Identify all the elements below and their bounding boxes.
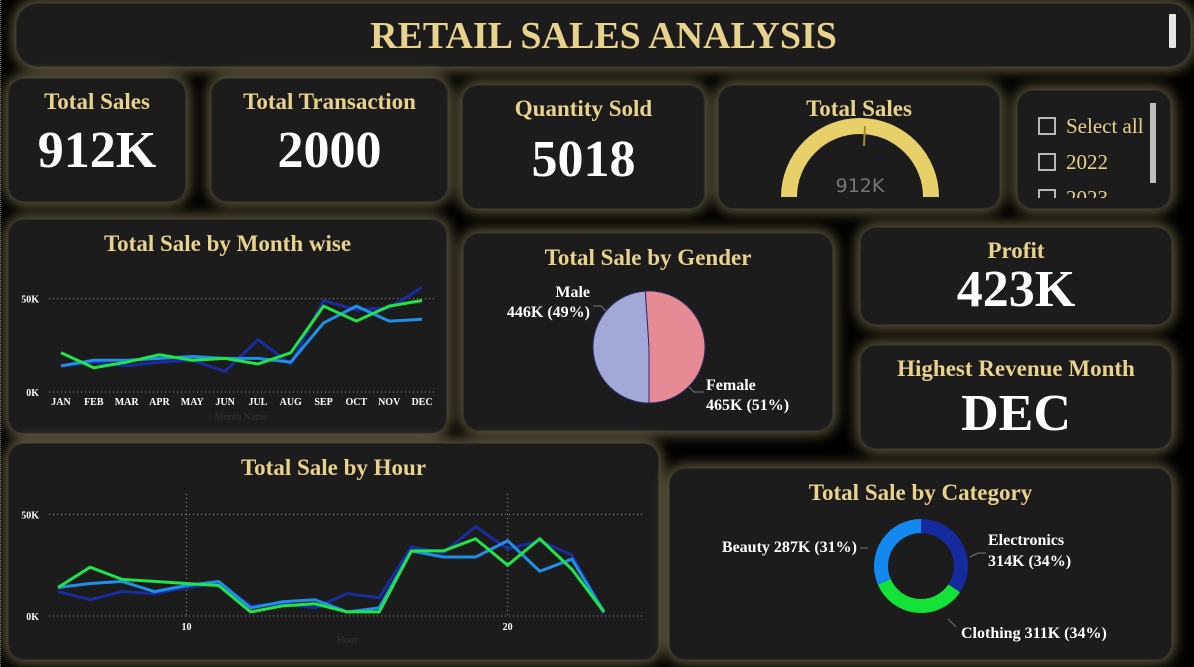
- beauty-name: Beauty: [722, 539, 770, 556]
- beauty-label: Beauty 287K (31%): [722, 539, 857, 556]
- x-tick-label: FEB: [84, 397, 104, 408]
- kpi-label: Highest Revenue Month: [897, 356, 1135, 381]
- left-edge-border: [0, 0, 2, 667]
- checkbox[interactable]: [1038, 117, 1056, 135]
- gauge-needle: [863, 125, 866, 147]
- donut-slice-beauty: [874, 519, 922, 585]
- x-tick-label: NOV: [378, 397, 401, 408]
- year-slicer[interactable]: Select all 2022 2023: [1017, 90, 1171, 209]
- slicer-option-label: Select all: [1066, 113, 1144, 138]
- total-sales-card: Total Sales 912K: [8, 78, 186, 202]
- total-transaction-card: Total Transaction 2000: [211, 78, 448, 202]
- x-tick-label: APR: [149, 397, 170, 408]
- series-line: [57, 537, 606, 614]
- slicer-option-2023[interactable]: 2023: [1038, 180, 1156, 198]
- series-line: [60, 299, 423, 370]
- x-tick-label: 20: [503, 622, 513, 633]
- month-sales-chart-card: Total Sale by Month wise Month Name 0K 50…: [8, 219, 447, 434]
- y-tick-label: 0K: [26, 612, 39, 623]
- kpi-label: Quantity Sold: [514, 96, 653, 121]
- pie-slice-male: [592, 290, 650, 404]
- y-tick-label: 50K: [21, 510, 39, 521]
- chart-title: Total Sale by Category: [808, 480, 1033, 505]
- slicer-option-2022[interactable]: 2022: [1038, 144, 1156, 180]
- slicer-list: Select all 2022 2023: [1038, 108, 1156, 198]
- electronics-value-label: 314K (34%): [988, 553, 1071, 570]
- donut-slice-electronics: [920, 519, 968, 593]
- y-tick-label: 0K: [26, 388, 39, 399]
- kpi-value: 2000: [277, 122, 382, 179]
- slicer-option-label: 2023: [1066, 185, 1108, 199]
- gender-sales-chart-card: Total Sale by Gender Male 446K (49%) Fem…: [463, 233, 833, 431]
- clothing-value: 311K (34%): [1025, 625, 1107, 642]
- x-tick-label: JUN: [215, 397, 235, 408]
- x-tick-label: 10: [181, 622, 191, 633]
- month-line-chart: Month Name 0K 50K JAN FEB MAR APR MAY JUN JUL AUG…: [21, 286, 437, 423]
- clothing-name: Clothing: [961, 625, 1021, 642]
- gauge-value: 912K: [836, 175, 885, 197]
- x-tick-label: DEC: [411, 397, 432, 408]
- checkbox[interactable]: [1038, 189, 1056, 198]
- total-sales-gauge-card: Total Sales 912K: [718, 85, 1000, 209]
- y-tick-label: 50K: [21, 295, 39, 306]
- x-tick-label: MAY: [181, 397, 205, 408]
- profit-card: Profit 423K: [860, 227, 1172, 325]
- x-tick-label: MAR: [115, 397, 140, 408]
- x-tick-label: AUG: [280, 397, 302, 408]
- male-value-label: 446K (49%): [507, 304, 590, 321]
- collapse-handle[interactable]: [1169, 14, 1176, 48]
- gender-pie-chart: Male 446K (49%) Female 465K (51%): [507, 284, 789, 414]
- kpi-label: Total Transaction: [243, 89, 416, 114]
- gauge-chart: 912K: [781, 118, 939, 198]
- quantity-sold-card: Quantity Sold 5018: [462, 85, 705, 209]
- x-tick-label: SEP: [314, 397, 332, 408]
- page-title: RETAIL SALES ANALYSIS: [370, 15, 837, 57]
- kpi-value: 5018: [531, 131, 636, 188]
- kpi-value: 912K: [37, 122, 157, 179]
- beauty-value: 287K (31%): [774, 539, 857, 556]
- x-axis-title: Hour: [337, 635, 358, 646]
- electronics-label: Electronics: [988, 532, 1064, 549]
- series-line: [57, 539, 606, 614]
- chart-title: Total Sale by Month wise: [103, 231, 352, 256]
- male-label: Male: [555, 284, 590, 301]
- clothing-label: Clothing 311K (34%): [961, 625, 1107, 642]
- hour-sales-chart-card: Total Sale by Hour Hour 0K 50K 10 20: [8, 443, 659, 660]
- donut-slice-clothing: [877, 578, 960, 613]
- x-tick-label: JUL: [248, 397, 267, 408]
- category-sales-chart-card: Total Sale by Category Beauty 287K (31%)…: [669, 468, 1172, 660]
- kpi-label: Total Sales: [44, 89, 150, 114]
- series-line: [57, 525, 606, 615]
- x-tick-label: JAN: [51, 397, 71, 408]
- electronics-leader-line: [969, 552, 986, 558]
- slicer-option-label: 2022: [1066, 149, 1108, 174]
- chart-title: Total Sale by Hour: [240, 455, 427, 480]
- kpi-value: DEC: [961, 385, 1071, 442]
- x-axis-title: Month Name: [214, 412, 268, 423]
- clothing-leader-line: [947, 618, 957, 628]
- gauge-track: [781, 118, 939, 198]
- female-label: Female: [706, 377, 756, 394]
- kpi-label: Profit: [987, 238, 1045, 263]
- hour-line-chart: Hour 0K 50K 10 20: [21, 494, 642, 646]
- checkbox[interactable]: [1038, 153, 1056, 171]
- highest-revenue-month-card: Highest Revenue Month DEC: [860, 345, 1172, 449]
- female-value-label: 465K (51%): [706, 397, 789, 414]
- kpi-value: 423K: [956, 261, 1076, 318]
- category-donut-chart: Beauty 287K (31%) Electronics 314K (34%)…: [722, 519, 1107, 642]
- header-banner: RETAIL SALES ANALYSIS: [16, 3, 1191, 67]
- gauge-label: Total Sales: [806, 96, 912, 121]
- series-line: [60, 304, 423, 368]
- slicer-scrollbar[interactable]: [1150, 103, 1156, 183]
- pie-slice-female: [644, 290, 706, 404]
- slicer-option-select-all[interactable]: Select all: [1038, 108, 1156, 144]
- x-tick-label: OCT: [346, 397, 368, 408]
- chart-title: Total Sale by Gender: [544, 245, 752, 270]
